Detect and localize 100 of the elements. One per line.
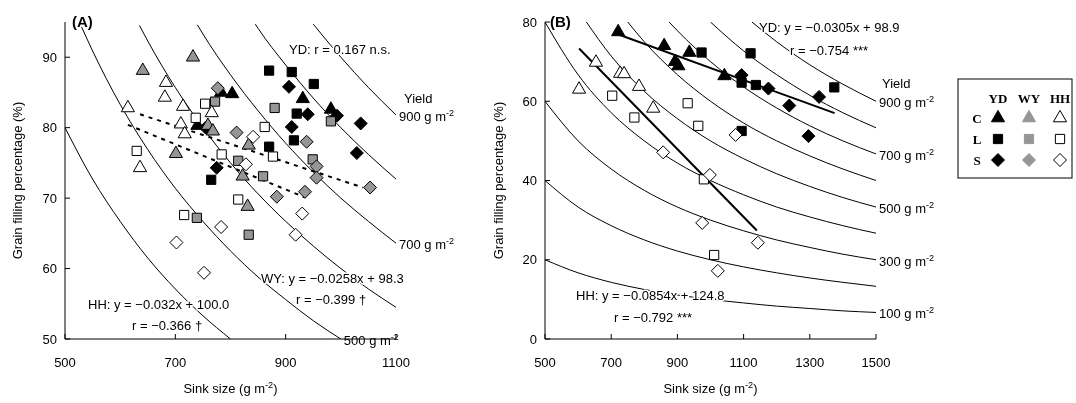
- point: [169, 235, 184, 250]
- point: [135, 62, 150, 75]
- point: [300, 107, 315, 122]
- x-axis-title: Sink size (g m$^{-2}$): [663, 380, 758, 396]
- point: [710, 263, 725, 278]
- point: [693, 120, 704, 131]
- point: [259, 121, 270, 133]
- point: [656, 145, 671, 160]
- y-tick-label: 20: [522, 252, 537, 268]
- y-tick-label: 80: [42, 120, 57, 136]
- annotation: r = −0.366 †: [132, 318, 203, 333]
- point: [607, 90, 618, 101]
- point: [363, 180, 378, 195]
- point: [233, 194, 244, 205]
- chart-title: (A): [72, 13, 93, 30]
- point: [295, 206, 310, 221]
- text: YD: [988, 91, 1008, 106]
- point: [353, 116, 368, 131]
- point: [235, 168, 250, 181]
- point: [157, 89, 172, 102]
- point: [702, 167, 717, 182]
- y-axis-title: Grain filling percentage (%): [10, 101, 25, 260]
- point: [829, 82, 840, 93]
- point: [617, 65, 632, 79]
- point: [629, 112, 640, 123]
- point: [210, 81, 225, 96]
- text: WY: [1017, 91, 1041, 106]
- point: [209, 160, 224, 175]
- point: [812, 89, 827, 104]
- line-series: [312, 23, 396, 116]
- point: [801, 129, 816, 144]
- point: [572, 81, 587, 94]
- x-tick-label: 500: [54, 355, 76, 370]
- y-tick-label: 90: [42, 49, 57, 65]
- point: [214, 219, 229, 234]
- x-axis-title: Sink size (g m$^{-2}$): [183, 380, 278, 396]
- point: [745, 48, 756, 59]
- point: [269, 102, 280, 114]
- x-tick-label: 900: [274, 355, 297, 370]
- point: [173, 116, 188, 129]
- point: [206, 174, 217, 185]
- series-label: 700 g m$^{-2}$: [879, 146, 935, 163]
- point: [728, 127, 743, 142]
- point: [120, 99, 135, 113]
- point: [281, 79, 296, 94]
- point: [325, 116, 337, 127]
- point: [657, 37, 672, 51]
- point: [308, 78, 319, 90]
- y-tick-label: 50: [42, 331, 57, 347]
- point: [243, 229, 254, 240]
- point: [750, 235, 765, 250]
- series-label: 900 g m$^{-2}$: [399, 107, 455, 124]
- point: [646, 100, 661, 113]
- x-tick-label: 1500: [861, 355, 891, 370]
- point: [205, 123, 220, 136]
- y-axis-title: Grain filling percentage (%): [491, 101, 506, 260]
- point: [267, 151, 279, 162]
- point: [216, 149, 227, 160]
- x-tick-label: 1100: [729, 355, 758, 370]
- point: [269, 189, 284, 204]
- y-tick-label: 60: [522, 93, 537, 109]
- point: [709, 249, 720, 261]
- point: [309, 170, 324, 185]
- x-tick-label: 700: [600, 355, 623, 370]
- line-series: [710, 22, 876, 129]
- point: [588, 54, 604, 67]
- annotation: YD: y = −0.0305x + 98.9: [759, 20, 900, 35]
- y-tick-label: 70: [42, 190, 57, 206]
- point: [696, 47, 707, 58]
- point: [349, 146, 364, 161]
- point: [238, 157, 253, 172]
- x-tick-label: 1300: [795, 355, 825, 370]
- point: [761, 81, 776, 96]
- point: [185, 49, 201, 62]
- point: [309, 159, 324, 174]
- point: [229, 125, 244, 140]
- annotation: r = −0.754 ***: [790, 43, 869, 58]
- series-label: 500 g m$^{-2}$: [343, 332, 399, 348]
- text: Yield: [404, 91, 433, 106]
- x-tick-label: 900: [666, 355, 689, 370]
- point: [168, 145, 183, 159]
- point: [682, 98, 693, 109]
- point: [225, 85, 240, 99]
- point: [246, 129, 261, 144]
- point: [611, 23, 626, 37]
- point: [241, 137, 256, 150]
- point: [682, 44, 697, 57]
- point: [209, 96, 221, 107]
- point: [671, 57, 686, 71]
- point: [240, 198, 255, 211]
- point: [177, 125, 192, 139]
- y-tick-label: 40: [522, 173, 537, 189]
- point: [264, 65, 275, 76]
- series-label: 100 g m$^{-2}$: [879, 305, 935, 322]
- point: [190, 112, 201, 123]
- y-tick-label: 0: [529, 331, 537, 347]
- point: [299, 134, 314, 149]
- point: [717, 67, 732, 81]
- point: [197, 265, 212, 280]
- point: [200, 98, 211, 109]
